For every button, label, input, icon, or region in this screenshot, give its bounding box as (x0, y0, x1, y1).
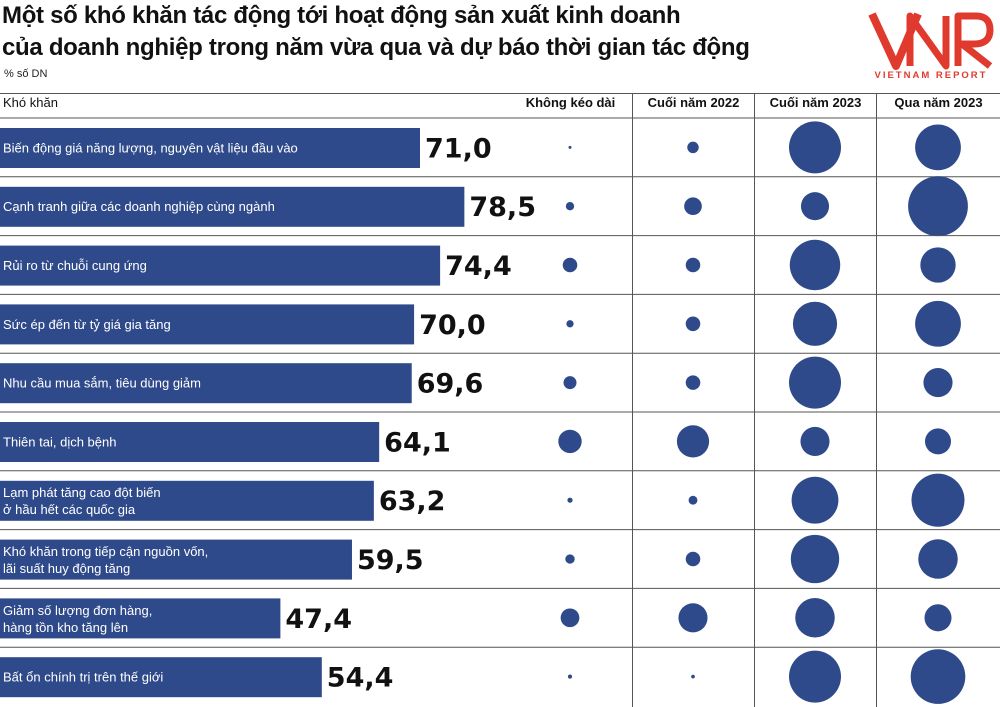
bubble-row5-col4 (923, 368, 953, 398)
bubble-row4-col4 (915, 300, 961, 347)
bubble-row8-col3 (790, 534, 840, 584)
bar-value-10: 54,4 (327, 663, 394, 694)
bar-2 (0, 186, 465, 227)
bubble-row2-col3 (800, 192, 830, 221)
bubble-row5-col2 (685, 375, 701, 390)
bar-label-4: Sức ép đến từ tỷ giá gia tăng (3, 317, 171, 332)
unit-label: % số DN (4, 68, 48, 80)
logo-subtitle: VIETNAM REPORT (874, 70, 988, 81)
bubble-row10-col1 (567, 674, 573, 679)
bar-label-6: Thiên tai, dịch bệnh (3, 434, 116, 449)
bubble-row9-col2 (678, 603, 708, 633)
bubble-row3-col3 (789, 239, 841, 291)
bar-5 (0, 363, 412, 404)
bubble-row3-col1 (562, 257, 578, 273)
bubble-row8-col4 (918, 539, 958, 579)
header-khong-keo-dai: Không kéo dài (525, 95, 616, 110)
bubble-row6-col4 (925, 428, 951, 455)
chart-title-line-2: của doanh nghiệp trong năm vừa qua và dự… (2, 34, 750, 61)
bubble-row8-col2 (685, 551, 701, 567)
bubble-row4-col3 (792, 301, 838, 346)
bar-label-3: Rủi ro từ chuỗi cung ứng (3, 258, 147, 273)
bubble-row6-col2 (676, 425, 710, 458)
chart-title: Một số khó khăn tác động tới hoạt động s… (2, 0, 842, 64)
bar-value-5: 69,6 (417, 369, 484, 400)
bubble-row8-col1 (565, 554, 575, 564)
bubble-row10-col4 (910, 649, 966, 704)
bubble-row1-col4 (915, 124, 961, 171)
bar-value-4: 70,0 (419, 310, 486, 341)
bubble-row10-col3 (789, 650, 841, 703)
bubble-row9-col1 (560, 608, 580, 628)
bar-4 (0, 304, 415, 345)
grid-col-divider-3 (876, 94, 877, 707)
bar-label-8: Khó khăn trong tiếp cận nguồn vốn, (3, 544, 208, 559)
bar-label-9: Giảm số lượng đơn hàng, (3, 603, 152, 618)
bubble-row5-col3 (789, 356, 841, 409)
grid-col-divider-2 (754, 94, 755, 707)
bubble-row7-col1 (567, 497, 573, 503)
bubble-row7-col3 (791, 476, 839, 524)
header-cuoi-nam-2022: Cuối năm 2022 (647, 95, 740, 110)
bar-3 (0, 245, 441, 286)
bar-9 (0, 598, 281, 639)
grid-col-divider-1 (632, 94, 633, 707)
bar-value-9: 47,4 (285, 604, 352, 635)
bubble-row3-col4 (920, 247, 956, 283)
bar-value-2: 78,5 (469, 192, 536, 223)
bar-label-8: lãi suất huy động tăng (3, 561, 130, 576)
bar-label-7: ở hầu hết các quốc gia (3, 502, 136, 517)
chart-title-line-1: Một số khó khăn tác động tới hoạt động s… (2, 2, 681, 29)
bubble-row9-col4 (924, 604, 952, 632)
bubble-row6-col1 (558, 429, 582, 454)
bubble-row10-col2 (691, 674, 695, 679)
bubble-row7-col4 (911, 473, 965, 527)
bar-label-5: Nhu cầu mua sắm, tiêu dùng giảm (3, 376, 201, 391)
bubble-row1-col1 (568, 145, 572, 149)
bubble-row2-col2 (684, 197, 702, 216)
bar-6 (0, 422, 380, 462)
vnr-logo-icon (868, 12, 994, 70)
bubble-row4-col2 (685, 316, 701, 332)
bar-value-8: 59,5 (357, 545, 424, 576)
header-qua-nam-2023: Qua năm 2023 (894, 95, 983, 110)
bubble-row1-col2 (687, 141, 699, 154)
bubble-row2-col1 (565, 202, 575, 211)
bubble-row7-col2 (688, 495, 698, 505)
bar-label-10: Bất ổn chính trị trên thế giới (3, 670, 163, 685)
bubble-row1-col3 (789, 121, 841, 174)
bar-value-1: 71,0 (425, 133, 492, 164)
bubble-row2-col4 (908, 176, 968, 237)
bar-7 (0, 480, 374, 521)
bubble-row3-col2 (685, 257, 701, 273)
bar-1 (0, 128, 420, 168)
grid-line-top (0, 93, 1000, 94)
bubble-row9-col3 (795, 598, 835, 638)
header-cuoi-nam-2023: Cuối năm 2023 (769, 95, 862, 110)
bar-10 (0, 657, 322, 698)
bubble-row6-col3 (800, 426, 830, 456)
bar-value-6: 64,1 (384, 427, 451, 458)
bar-label-9: hàng tồn kho tăng lên (3, 620, 128, 635)
bar-8 (0, 539, 352, 580)
bubble-row5-col1 (563, 376, 577, 390)
header-kho-khan: Khó khăn (3, 95, 58, 110)
bar-value-3: 74,4 (445, 251, 512, 282)
bar-value-7: 63,2 (379, 486, 446, 517)
bar-label-2: Cạnh tranh giữa các doanh nghiệp cùng ng… (3, 199, 275, 214)
bubble-row4-col1 (566, 320, 574, 328)
bar-label-7: Lạm phát tăng cao đột biến (3, 485, 161, 500)
bar-label-1: Biến động giá năng lượng, nguyên vật liệ… (3, 140, 298, 155)
